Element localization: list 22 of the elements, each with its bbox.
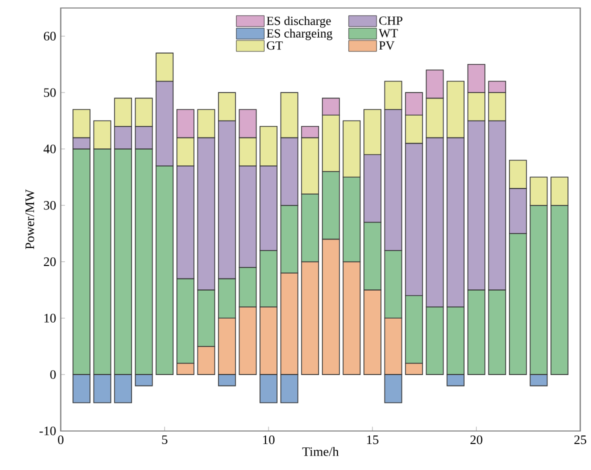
y-tick-label: 0 [50, 370, 56, 380]
y-tick-label: 50 [44, 88, 56, 98]
y-tick-label: 20 [44, 258, 56, 266]
x-tick-label: 15 [367, 436, 378, 444]
y-tick-label: 40 [44, 144, 56, 154]
legend-label: GT [266, 41, 283, 50]
legend-label: CHP [379, 16, 402, 25]
x-tick-label: 5 [162, 436, 168, 444]
y-tick-label: 10 [44, 314, 56, 323]
legend-label: ES chargeing [266, 28, 332, 40]
y-tick-label: 60 [44, 32, 56, 41]
x-axis-title: Time/h [302, 447, 339, 456]
legend-label: ES discharge [266, 16, 331, 28]
y-tick-label: 30 [44, 201, 56, 210]
x-tick-label: 20 [470, 436, 482, 444]
x-tick-label: 10 [263, 436, 274, 444]
legend-label: WT [378, 29, 398, 38]
x-tick-label: 25 [574, 436, 586, 444]
y-tick-label: -10 [40, 426, 56, 436]
y-axis-title: Power/MW [26, 190, 34, 250]
x-tick-label: 0 [58, 436, 64, 444]
legend-label: PV [379, 42, 394, 50]
